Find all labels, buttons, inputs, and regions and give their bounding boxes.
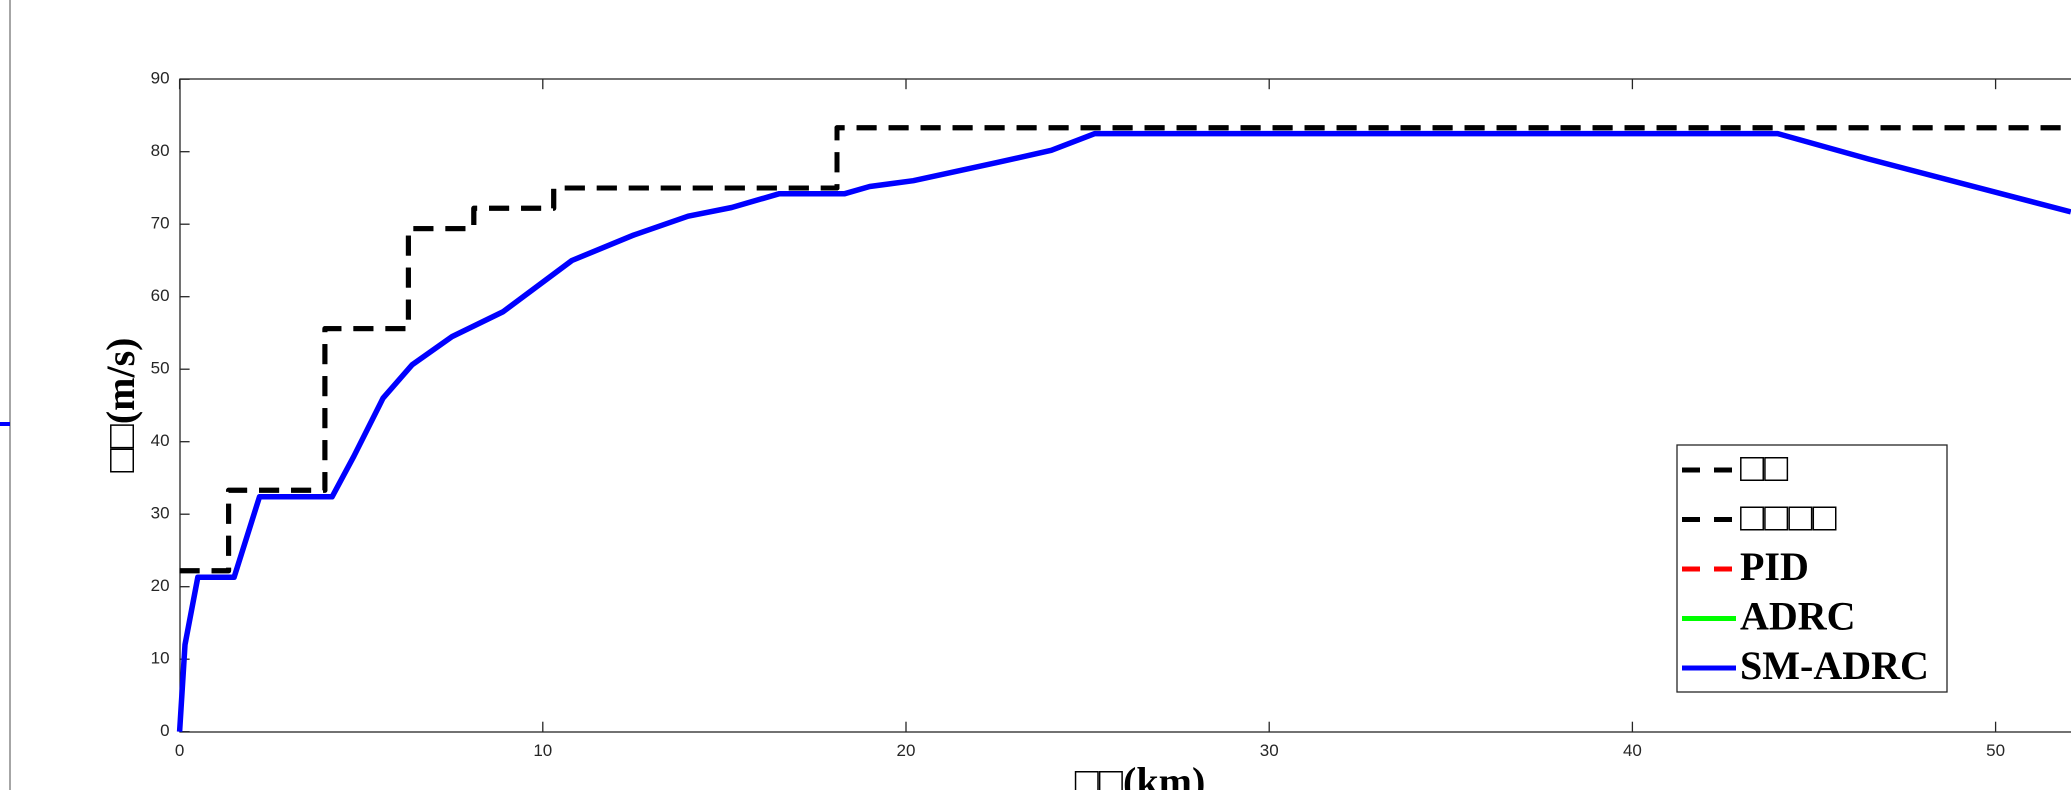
- y-axis-label: □□(m/s): [98, 338, 143, 473]
- y-tick-label: 50: [151, 359, 170, 378]
- series-line: [179, 125, 2071, 574]
- y-tick-label: 0: [160, 721, 169, 740]
- x-tick-label: 40: [1623, 741, 1642, 760]
- y-tick-label: 40: [151, 431, 170, 450]
- x-tick-label: 10: [533, 741, 552, 760]
- y-tick-label: 10: [151, 649, 170, 668]
- legend-label: PID: [1740, 544, 1809, 589]
- y-tick-label: 70: [151, 214, 170, 233]
- legend-label: SM-ADRC: [1740, 643, 1929, 688]
- legend-label: □□□□: [1740, 495, 1837, 540]
- x-tick-label: 20: [897, 741, 916, 760]
- legend-label: ADRC: [1740, 594, 1856, 639]
- series-line: [176, 130, 2071, 732]
- x-tick-label: 50: [1986, 741, 2005, 760]
- y-tick-label: 90: [151, 69, 170, 88]
- x-tick-label: 30: [1260, 741, 1279, 760]
- x-tick-label: 0: [175, 741, 184, 760]
- y-tick-label: 30: [151, 504, 170, 523]
- legend-label: □□: [1740, 445, 1788, 490]
- x-axis-label: □□(km): [1075, 759, 1206, 790]
- y-tick-label: 80: [151, 141, 170, 160]
- y-tick-label: 20: [151, 576, 170, 595]
- y-tick-label: 60: [151, 286, 170, 305]
